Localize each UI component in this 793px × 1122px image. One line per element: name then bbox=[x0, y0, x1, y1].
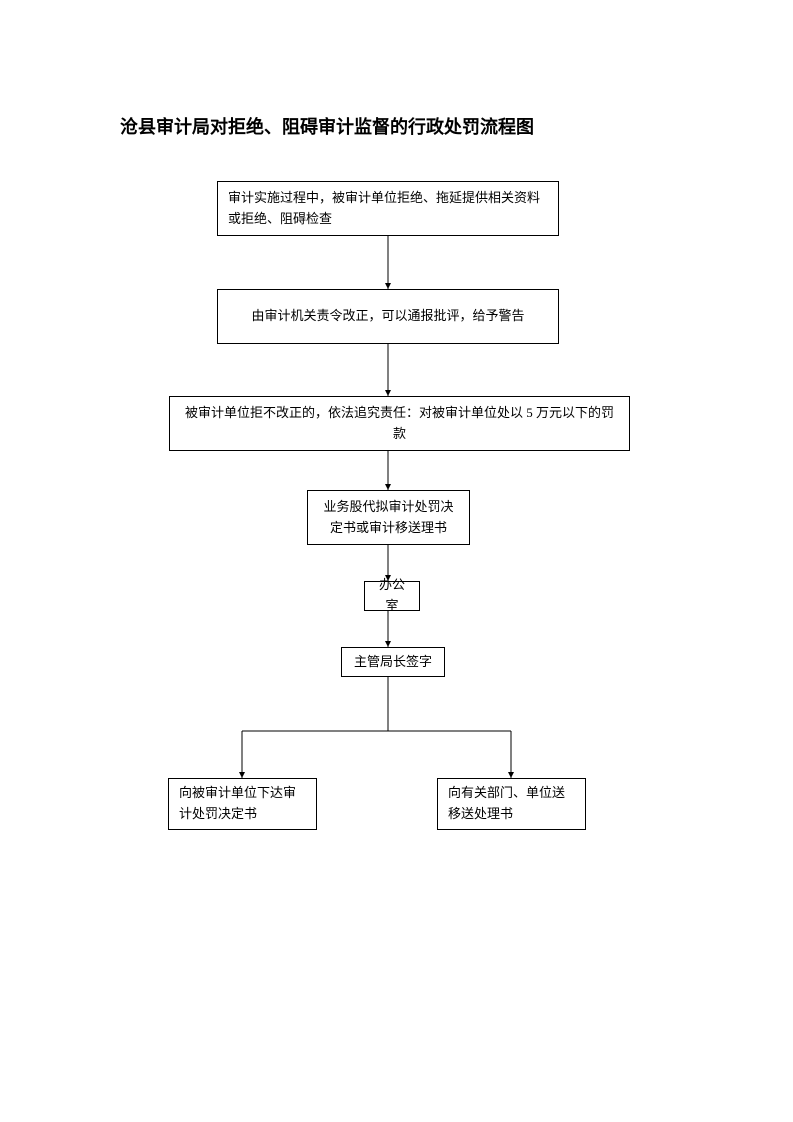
flowchart-node-3: 被审计单位拒不改正的，依法追究责任：对被审计单位处以 5 万元以下的罚款 bbox=[169, 396, 630, 451]
flowchart-node-7: 向被审计单位下达审计处罚决定书 bbox=[168, 778, 317, 830]
flowchart-node-8: 向有关部门、单位送移送处理书 bbox=[437, 778, 586, 830]
flowchart-node-5: 办公室 bbox=[364, 581, 420, 611]
flowchart-node-4: 业务股代拟审计处罚决定书或审计移送理书 bbox=[307, 490, 470, 545]
flowchart-connectors bbox=[0, 0, 793, 1122]
page-title: 沧县审计局对拒绝、阻碍审计监督的行政处罚流程图 bbox=[120, 113, 534, 139]
flowchart-node-1: 审计实施过程中，被审计单位拒绝、拖延提供相关资料或拒绝、阻碍检查 bbox=[217, 181, 559, 236]
flowchart-node-6: 主管局长签字 bbox=[341, 647, 445, 677]
flowchart-node-2: 由审计机关责令改正，可以通报批评，给予警告 bbox=[217, 289, 559, 344]
